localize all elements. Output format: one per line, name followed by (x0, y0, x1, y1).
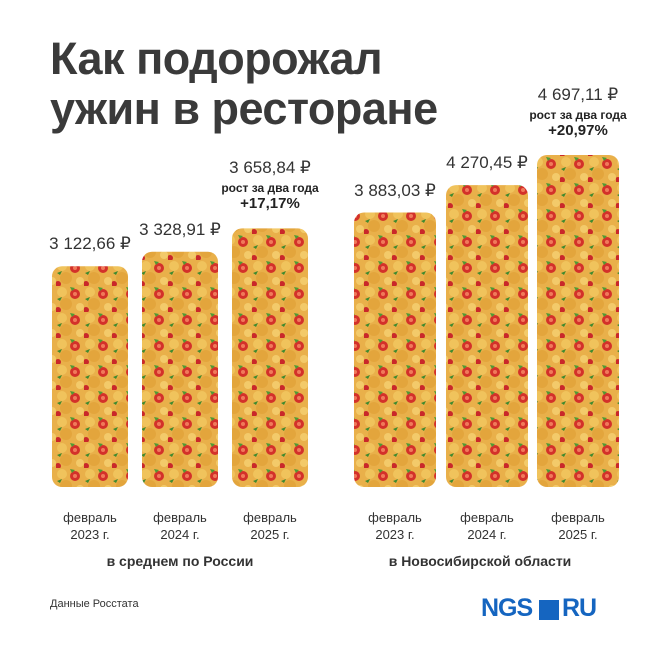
x-tick-label: февраль 2025 г. (551, 510, 605, 542)
source: Данные Росстата (50, 598, 139, 610)
x-tick-label: февраль 2023 г. (368, 510, 422, 542)
value-label: 3 122,66 ₽ (49, 234, 131, 254)
logo-text: NGS (481, 594, 533, 622)
x-tick-label: февраль 2024 г. (153, 510, 207, 542)
annotation: рост за два года (221, 181, 319, 196)
value-label: 4 270,45 ₽ (446, 153, 528, 173)
bar (142, 251, 218, 487)
group-label: в среднем по России (106, 553, 254, 569)
value-label: 3 658,84 ₽ (229, 158, 311, 178)
x-tick-label: февраль 2023 г. (63, 510, 117, 542)
group-label: в Новосибирской области (388, 553, 572, 569)
bar (232, 228, 308, 487)
logo-text: RU (562, 594, 597, 622)
annotation: +17,17% (240, 195, 300, 213)
value-label: 3 328,91 ₽ (139, 219, 221, 239)
value-label: 4 697,11 ₽ (537, 85, 619, 104)
bar (52, 266, 128, 487)
bar (537, 155, 619, 487)
x-tick-label: февраль 2025 г. (243, 510, 297, 542)
bar (354, 212, 436, 488)
x-tick-label: февраль 2024 г. (460, 510, 514, 542)
title: Как подорожал ужин в ресторане (50, 33, 438, 134)
annotation: рост за два года (529, 108, 627, 122)
value-label: 3 883,03 ₽ (354, 180, 436, 200)
annotation: +20,97% (548, 122, 608, 139)
logo-square (539, 600, 559, 620)
bar (446, 185, 528, 487)
